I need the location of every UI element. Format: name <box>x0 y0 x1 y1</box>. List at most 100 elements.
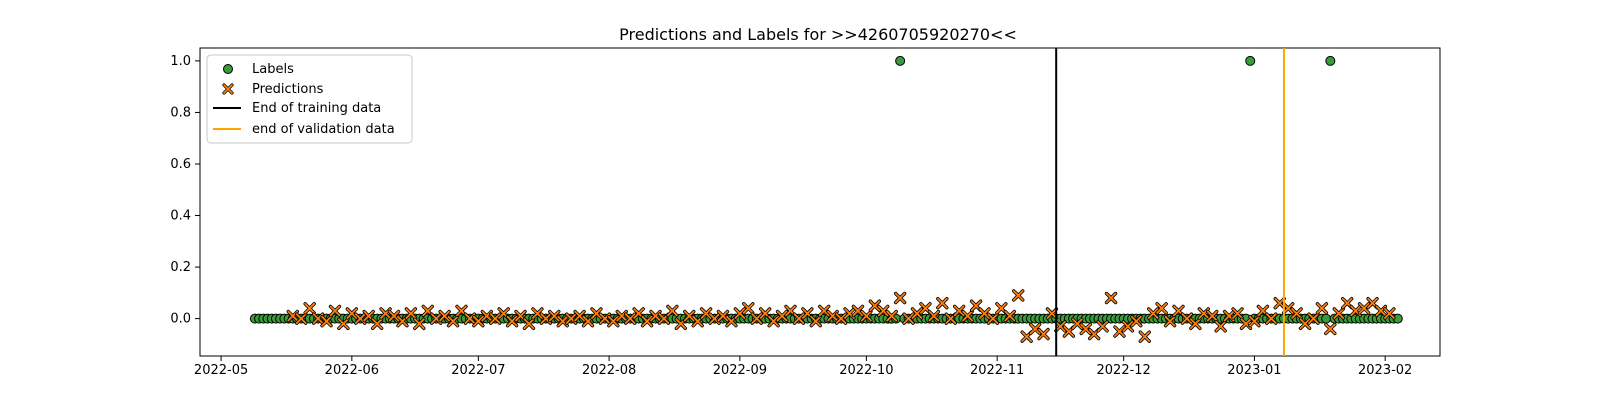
prediction-point-fill <box>1122 320 1134 332</box>
prediction-point-fill <box>413 318 425 330</box>
prediction-point-fill <box>321 315 332 327</box>
prediction-point-fill <box>591 308 602 319</box>
prediction-point <box>1121 320 1135 333</box>
prediction-point-fill <box>869 300 881 312</box>
prediction-point <box>548 309 561 323</box>
prediction-point <box>910 307 924 320</box>
prediction-point <box>699 307 713 320</box>
prediction-point <box>1298 317 1312 330</box>
prediction-point <box>446 315 460 328</box>
y-tick-label-5: 1.0 <box>170 54 191 69</box>
prediction-point <box>1273 296 1286 310</box>
prediction-point-fill <box>793 313 805 325</box>
prediction-point-fill <box>1012 290 1024 301</box>
x-tick-label-7: 2022-12 <box>1097 363 1151 378</box>
prediction-point-fill <box>1274 297 1286 309</box>
prediction-points <box>286 289 1396 343</box>
prediction-point <box>1054 320 1067 333</box>
prediction-point-fill <box>1046 308 1058 319</box>
prediction-point <box>792 312 806 325</box>
prediction-point-fill <box>1139 331 1151 343</box>
prediction-point-fill <box>1383 308 1395 319</box>
prediction-point <box>978 307 991 320</box>
legend-item-end-of-validation: end of validation data <box>213 122 395 137</box>
prediction-point <box>1214 320 1227 333</box>
prediction-point-fill <box>742 302 754 314</box>
prediction-point <box>936 296 949 310</box>
x-tick-label-8: 2023-01 <box>1227 363 1281 378</box>
label-point <box>1245 55 1256 66</box>
prediction-point-fill <box>338 318 349 330</box>
prediction-point <box>303 302 316 315</box>
prediction-point-fill <box>624 313 636 325</box>
prediction-point-fill <box>751 313 763 325</box>
prediction-point-fill <box>388 310 400 322</box>
prediction-point-fill <box>532 308 543 319</box>
prediction-point <box>607 315 620 328</box>
prediction-point <box>733 307 747 320</box>
prediction-point-fill <box>641 315 653 327</box>
prediction-point <box>1315 302 1329 315</box>
legend-predictions-text: Predictions <box>252 82 324 97</box>
prediction-point <box>337 317 350 330</box>
prediction-point <box>1113 325 1126 338</box>
prediction-point <box>834 312 848 325</box>
prediction-point-fill <box>489 313 501 325</box>
prediction-point <box>860 309 873 323</box>
prediction-point <box>750 312 763 325</box>
prediction-point <box>1332 307 1345 320</box>
prediction-point-fill <box>1114 326 1125 337</box>
label-point <box>895 55 906 66</box>
y-tick-label-1: 0.2 <box>170 260 191 275</box>
prediction-point <box>767 315 780 328</box>
prediction-point-fill <box>1291 308 1302 319</box>
prediction-point <box>809 315 822 328</box>
prediction-point <box>1003 309 1016 323</box>
prediction-point-fill <box>936 297 948 309</box>
prediction-point <box>1045 307 1059 320</box>
prediction-point <box>961 309 974 323</box>
y-tick-label-3: 0.6 <box>170 157 191 172</box>
x-tick-label-4: 2022-09 <box>713 363 767 378</box>
prediction-point <box>1071 317 1084 330</box>
prediction-point <box>624 312 637 325</box>
plot-frame <box>199 47 1441 357</box>
label-point <box>1325 55 1336 66</box>
prediction-point-fill <box>928 310 940 322</box>
prediction-point <box>902 312 915 325</box>
x-tick-label-2: 2022-07 <box>451 363 505 378</box>
legend-labels-marker <box>223 64 233 74</box>
prediction-point-fill <box>329 305 341 317</box>
prediction-point-fill <box>877 305 889 317</box>
prediction-point <box>1231 307 1244 320</box>
prediction-point-fill <box>295 313 307 325</box>
prediction-point-fill <box>911 308 923 319</box>
prediction-point <box>531 307 544 320</box>
prediction-point <box>1307 312 1320 325</box>
prediction-point <box>885 309 898 323</box>
prediction-point <box>1104 291 1118 305</box>
legend-end-of-validation-text: end of validation data <box>252 122 395 137</box>
prediction-point-fill <box>962 310 974 322</box>
prediction-point-fill <box>894 292 906 304</box>
prediction-point-fill <box>1130 315 1142 327</box>
prediction-point-fill <box>768 315 780 327</box>
prediction-point <box>868 299 882 312</box>
prediction-point-fill <box>1029 323 1041 335</box>
prediction-point-fill <box>852 305 864 317</box>
plot-area <box>199 47 1441 357</box>
legend-item-predictions: Predictions <box>222 82 324 97</box>
prediction-point <box>818 304 831 318</box>
prediction-point <box>1265 312 1278 325</box>
x-tick-label-0: 2022-05 <box>194 363 248 378</box>
prediction-point-fill <box>1358 302 1370 314</box>
prediction-point-fill <box>1105 292 1117 304</box>
prediction-point <box>345 307 359 320</box>
prediction-point-fill <box>472 315 484 327</box>
legend-end-of-training-text: End of training data <box>252 101 381 116</box>
prediction-point <box>489 312 502 325</box>
prediction-point <box>1138 330 1151 343</box>
label-point <box>1321 313 1332 324</box>
